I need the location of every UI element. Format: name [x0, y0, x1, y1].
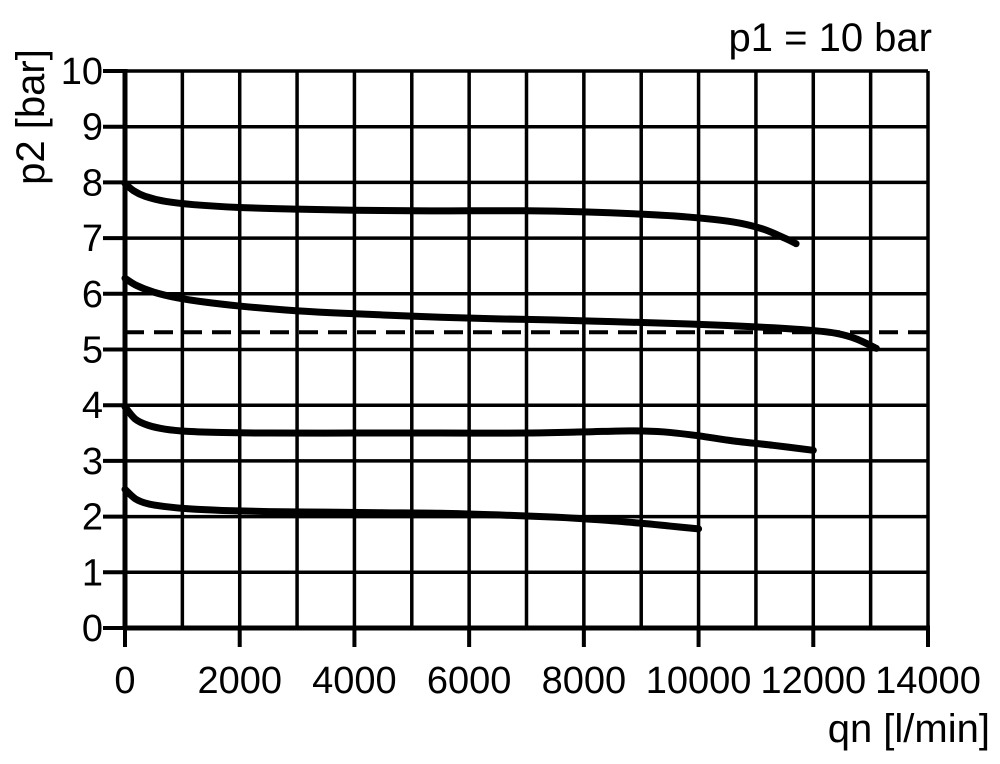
- y-tick-label: 1: [82, 552, 103, 594]
- x-tick-label: 8000: [542, 660, 627, 702]
- y-tick-label: 5: [82, 330, 103, 372]
- y-tick-label: 9: [82, 107, 103, 149]
- x-tick-label: 4000: [312, 660, 397, 702]
- y-tick-label: 0: [82, 608, 103, 650]
- x-axis-label: qn [l/min]: [827, 707, 990, 751]
- y-tick-label: 6: [82, 274, 103, 316]
- y-axis-label: p2 [bar]: [9, 49, 53, 185]
- data-curve: [121, 180, 800, 248]
- x-tick-label: 6000: [427, 660, 512, 702]
- y-tick-label: 2: [82, 497, 103, 539]
- x-tick-label: 10000: [646, 660, 752, 702]
- data-curve: [121, 403, 817, 454]
- x-tick-label: 0: [114, 660, 135, 702]
- y-tick-label: 10: [61, 51, 103, 93]
- y-tick-label: 3: [82, 441, 103, 483]
- x-tick-label: 2000: [197, 660, 282, 702]
- y-tick-label: 7: [82, 218, 103, 260]
- y-tick-label: 8: [82, 162, 103, 204]
- x-tick-label: 12000: [760, 660, 866, 702]
- data-curve: [121, 485, 703, 533]
- data-curve: [121, 274, 880, 352]
- y-tick-label: 4: [82, 385, 103, 427]
- x-tick-label: 14000: [875, 660, 981, 702]
- chart-title: p1 = 10 bar: [728, 16, 933, 60]
